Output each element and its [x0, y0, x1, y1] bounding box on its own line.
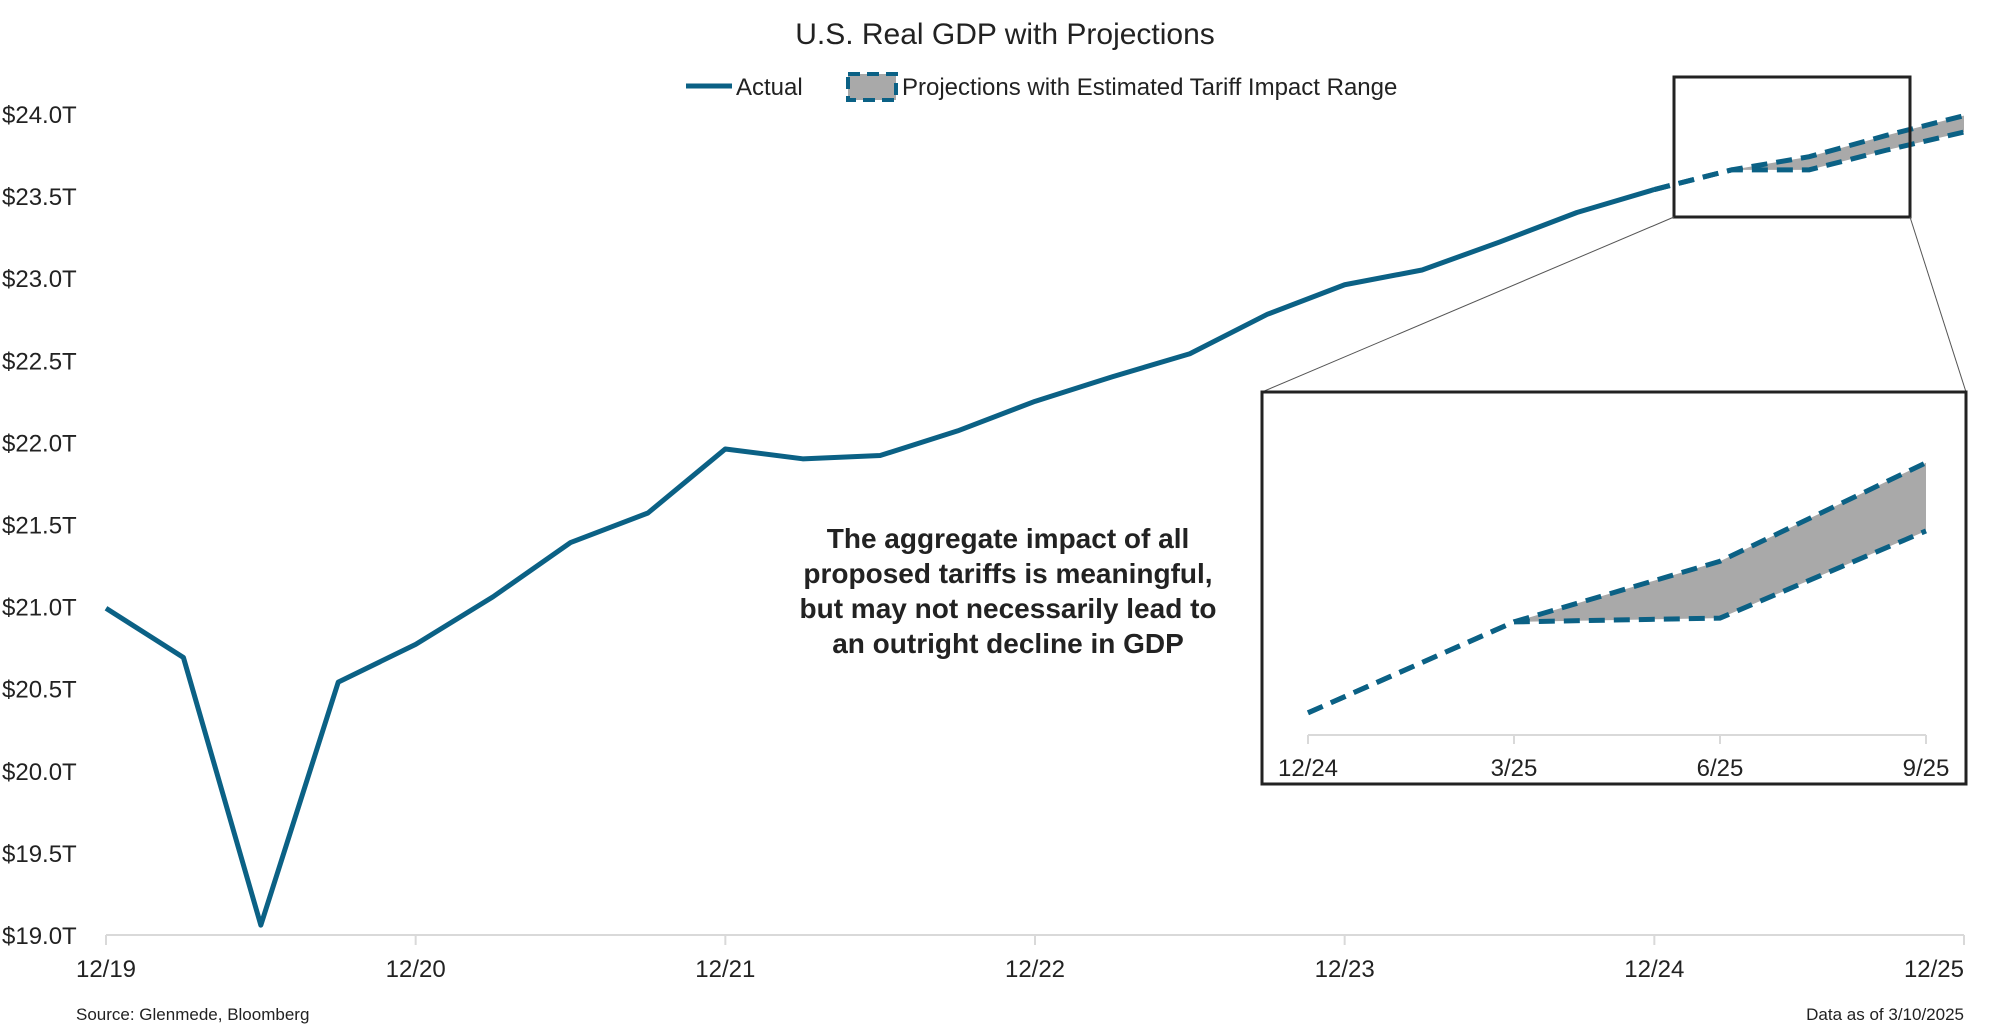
- x-axis: 12/19 12/20 12/21 12/22 12/23 12/24 12/25: [76, 934, 1965, 983]
- annotation-line-4: an outright decline in GDP: [832, 628, 1184, 659]
- inset-projection-band: [1514, 462, 1926, 622]
- main-plot: [104, 113, 1965, 928]
- y-tick-label: $21.0T: [2, 595, 77, 622]
- zoom-callout: [1261, 75, 1967, 393]
- legend-projection-label: Projections with Estimated Tariff Impact…: [902, 74, 1397, 101]
- x-tick-label: 12/22: [1005, 956, 1065, 983]
- projection-lower-line: [1653, 129, 1965, 192]
- series-actual-line: [104, 187, 1656, 928]
- y-tick-label: $24.0T: [2, 102, 77, 129]
- chart-title: U.S. Real GDP with Projections: [795, 18, 1215, 51]
- annotation-line-3: but may not necessarily lead to: [799, 593, 1216, 624]
- inset-x-tick-label: 6/25: [1697, 755, 1744, 782]
- inset-x-axis: 12/24 3/25 6/25 9/25: [1278, 734, 1950, 782]
- legend-actual-label: Actual: [736, 74, 803, 101]
- y-tick-label: $23.0T: [2, 266, 77, 293]
- x-tick-label: 12/24: [1624, 956, 1684, 983]
- projection-band: [1654, 115, 1964, 190]
- y-tick-label: $22.5T: [2, 348, 77, 375]
- y-axis: $19.0T $19.5T $20.0T $20.5T $21.0T $21.5T $22.…: [2, 102, 77, 950]
- zoom-box: [1672, 75, 1912, 219]
- projection-upper-line: [1653, 113, 1965, 192]
- x-tick-label: 12/19: [76, 956, 136, 983]
- zoom-connector-right: [1909, 216, 1967, 393]
- inset-plot: [1306, 460, 1928, 716]
- x-tick-label: 12/21: [695, 956, 755, 983]
- y-tick-label: $23.5T: [2, 184, 77, 211]
- y-tick-label: $19.0T: [2, 923, 77, 950]
- zoom-connector-left: [1261, 216, 1675, 393]
- x-tick-label: 12/25: [1904, 956, 1964, 983]
- inset-x-tick-label: 3/25: [1491, 755, 1538, 782]
- inset-chart: 12/24 3/25 6/25 9/25: [1260, 390, 1968, 786]
- annotation-line-2: proposed tariffs is meaningful,: [803, 558, 1212, 589]
- inset-lower-line: [1306, 528, 1927, 716]
- y-tick-label: $19.5T: [2, 841, 77, 868]
- y-tick-label: $20.0T: [2, 759, 77, 786]
- inset-frame: [1260, 390, 1968, 786]
- y-tick-label: $21.5T: [2, 513, 77, 540]
- y-tick-label: $22.0T: [2, 430, 77, 457]
- legend: Actual Projections with Estimated Tariff…: [686, 72, 1397, 102]
- data-date-note: Data as of 3/10/2025: [1806, 1005, 1964, 1024]
- x-tick-label: 12/23: [1315, 956, 1375, 983]
- annotation-line-1: The aggregate impact of all: [827, 523, 1190, 554]
- legend-projection-swatch: [846, 72, 898, 102]
- inset-x-tick-label: 12/24: [1278, 755, 1338, 782]
- source-note: Source: Glenmede, Bloomberg: [76, 1005, 309, 1024]
- inset-x-tick-label: 9/25: [1903, 755, 1950, 782]
- x-tick-label: 12/20: [386, 956, 446, 983]
- annotation: The aggregate impact of all proposed tar…: [799, 523, 1216, 659]
- y-tick-label: $20.5T: [2, 677, 77, 704]
